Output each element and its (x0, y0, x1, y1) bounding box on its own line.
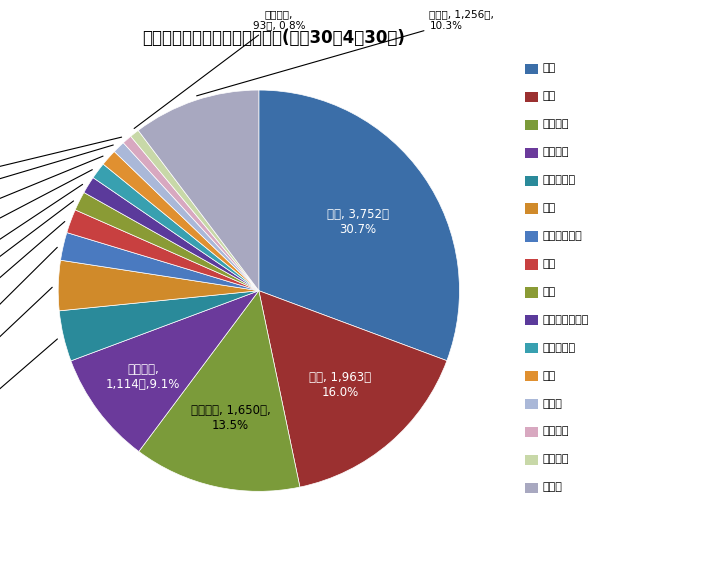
Text: 朝鮮, 189人, 1.5%: 朝鮮, 189人, 1.5% (0, 201, 73, 350)
Wedge shape (259, 90, 459, 361)
Wedge shape (59, 291, 259, 361)
Wedge shape (114, 142, 259, 291)
Wedge shape (131, 131, 259, 291)
Wedge shape (67, 210, 259, 291)
Text: インドネシア,
275人, 2.2%: インドネシア, 275人, 2.2% (0, 247, 58, 422)
Text: バングラデシュ: バングラデシュ (543, 315, 589, 325)
Text: 台湾: 台湾 (543, 259, 556, 269)
Text: ベトナム: ベトナム (543, 119, 569, 129)
Text: タイ, 163人, 1.3%: タイ, 163人, 1.3% (0, 156, 103, 251)
Text: タイ: タイ (543, 370, 556, 381)
Text: 韓国, 1,963人
16.0%: 韓国, 1,963人 16.0% (309, 371, 371, 399)
Wedge shape (71, 291, 259, 451)
Wedge shape (58, 260, 259, 311)
Text: 外国人住民の国籍別人数と割合(平成30年4月30日): 外国人住民の国籍別人数と割合(平成30年4月30日) (142, 28, 405, 47)
Wedge shape (259, 291, 447, 487)
Text: 韓国: 韓国 (543, 91, 556, 101)
Wedge shape (60, 233, 259, 291)
Text: インドネシア: インドネシア (543, 231, 582, 241)
Text: 米国, 493人, 4.0%: 米国, 493人, 4.0% (0, 287, 52, 452)
Text: 米国: 米国 (543, 203, 556, 213)
Wedge shape (84, 178, 259, 291)
Text: フィリピン, 500人,
4.1%: フィリピン, 500人, 4.1% (0, 339, 58, 496)
Wedge shape (75, 193, 259, 291)
Wedge shape (139, 291, 300, 491)
Text: 中国: 中国 (543, 63, 556, 74)
Text: インド: インド (543, 398, 563, 409)
Text: インド, 122人, 1.0%: インド, 122人, 1.0% (0, 145, 114, 219)
Text: 朝鮮: 朝鮮 (543, 287, 556, 297)
Text: モンゴル: モンゴル (543, 426, 569, 437)
Text: ネパール,
1,114人,9.1%: ネパール, 1,114人,9.1% (106, 363, 180, 392)
Text: ネパール: ネパール (543, 147, 569, 157)
Text: 台湾, 235人, 1.9%: 台湾, 235人, 1.9% (0, 222, 65, 384)
Wedge shape (93, 164, 259, 291)
Text: その他, 1,256人,
10.3%: その他, 1,256人, 10.3% (196, 9, 494, 96)
Text: フランス,
93人, 0.8%: フランス, 93人, 0.8% (134, 9, 305, 128)
Text: モンゴル, 95人,
0.8%: モンゴル, 95人, 0.8% (0, 137, 122, 185)
Wedge shape (123, 136, 259, 291)
Text: フランス: フランス (543, 454, 569, 465)
Wedge shape (103, 152, 259, 291)
Text: 中国, 3,752人
30.7%: 中国, 3,752人 30.7% (326, 208, 389, 236)
Text: フィリピン: フィリピン (543, 175, 576, 185)
Text: スリランカ, 164人,
1.3%: スリランカ, 164人, 1.3% (0, 170, 92, 287)
Text: その他: その他 (543, 482, 563, 492)
Text: バングラデシュ,
169人, 1.4%: バングラデシュ, 169人, 1.4% (0, 184, 83, 321)
Wedge shape (138, 90, 259, 291)
Text: ベトナム, 1,650人,
13.5%: ベトナム, 1,650人, 13.5% (191, 404, 270, 432)
Text: スリランカ: スリランカ (543, 343, 576, 353)
